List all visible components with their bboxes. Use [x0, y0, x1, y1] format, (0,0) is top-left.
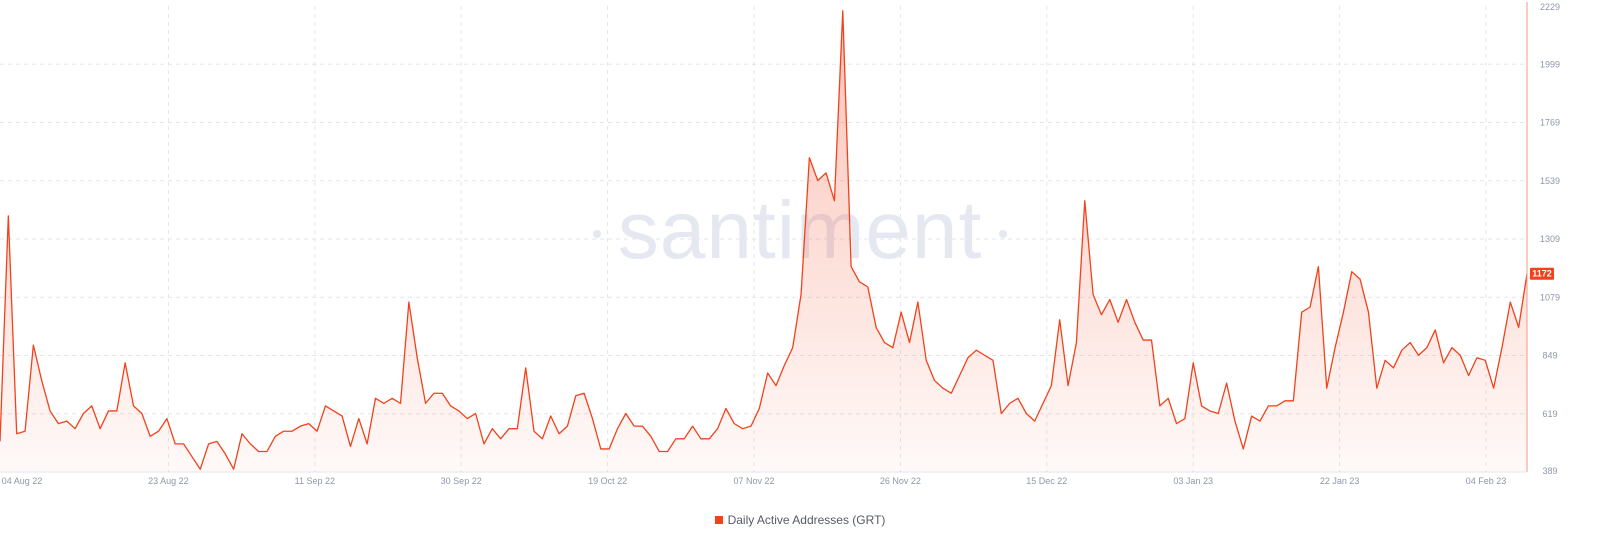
y-tick-label: 1999: [1540, 59, 1560, 69]
series-layer: [0, 10, 1528, 473]
last-value-label: 1172: [1532, 269, 1552, 279]
grid-lines: [0, 6, 1527, 472]
x-tick-label: 03 Jan 23: [1173, 476, 1213, 486]
watermark-dot-right: [999, 230, 1007, 238]
x-tick-label: 19 Oct 22: [588, 476, 627, 486]
x-tick-label: 23 Aug 22: [148, 476, 189, 486]
watermark-dot-left: [593, 230, 601, 238]
series-line: [0, 10, 1528, 470]
y-tick-label: 2229: [1540, 2, 1560, 12]
legend[interactable]: Daily Active Addresses (GRT): [0, 513, 1600, 527]
y-tick-label: 619: [1542, 409, 1557, 419]
y-tick-label: 1539: [1540, 176, 1560, 186]
x-tick-label: 26 Nov 22: [880, 476, 921, 486]
x-tick-label: 04 Feb 23: [1466, 476, 1507, 486]
x-tick-label: 07 Nov 22: [733, 476, 774, 486]
legend-swatch: [714, 516, 723, 524]
axis-layer: 389 619 849 1079 1309 1539 1769 1999 2229 04 Aug …: [0, 2, 1560, 486]
x-tick-label: 22 Jan 23: [1320, 476, 1360, 486]
x-tick-label: 30 Sep 22: [441, 476, 482, 486]
x-tick-label: 15 Dec 22: [1026, 476, 1067, 486]
y-tick-label: 389: [1542, 466, 1557, 476]
series-area: [0, 10, 1527, 473]
y-tick-label: 1769: [1540, 118, 1560, 128]
last-value-badge: 1172: [1530, 267, 1554, 280]
y-tick-label: 1309: [1540, 234, 1560, 244]
watermark-text: santiment: [618, 185, 983, 276]
x-tick-label: 11 Sep 22: [295, 476, 335, 486]
legend-label: Daily Active Addresses (GRT): [727, 513, 886, 527]
x-tick-label: 04 Aug 22: [2, 476, 43, 486]
y-tick-label: 849: [1542, 351, 1557, 361]
y-tick-label: 1079: [1540, 292, 1560, 302]
